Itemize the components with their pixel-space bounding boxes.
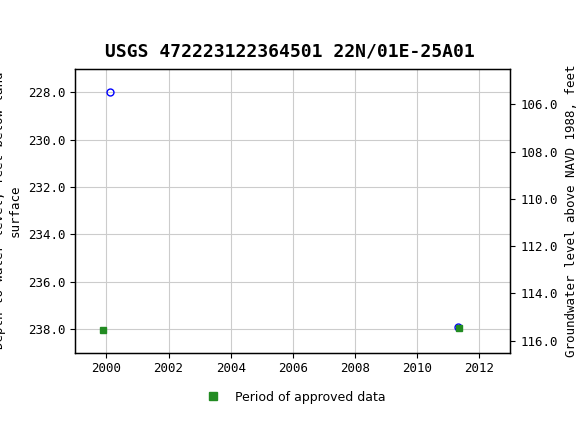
Text: USGS 472223122364501 22N/01E-25A01: USGS 472223122364501 22N/01E-25A01 <box>105 42 475 60</box>
Y-axis label: Depth to water level, feet below land
surface: Depth to water level, feet below land su… <box>0 72 21 350</box>
Legend: Period of approved data: Period of approved data <box>195 386 391 409</box>
Text: ▒USGS: ▒USGS <box>12 15 70 37</box>
Y-axis label: Groundwater level above NAVD 1988, feet: Groundwater level above NAVD 1988, feet <box>564 64 578 357</box>
